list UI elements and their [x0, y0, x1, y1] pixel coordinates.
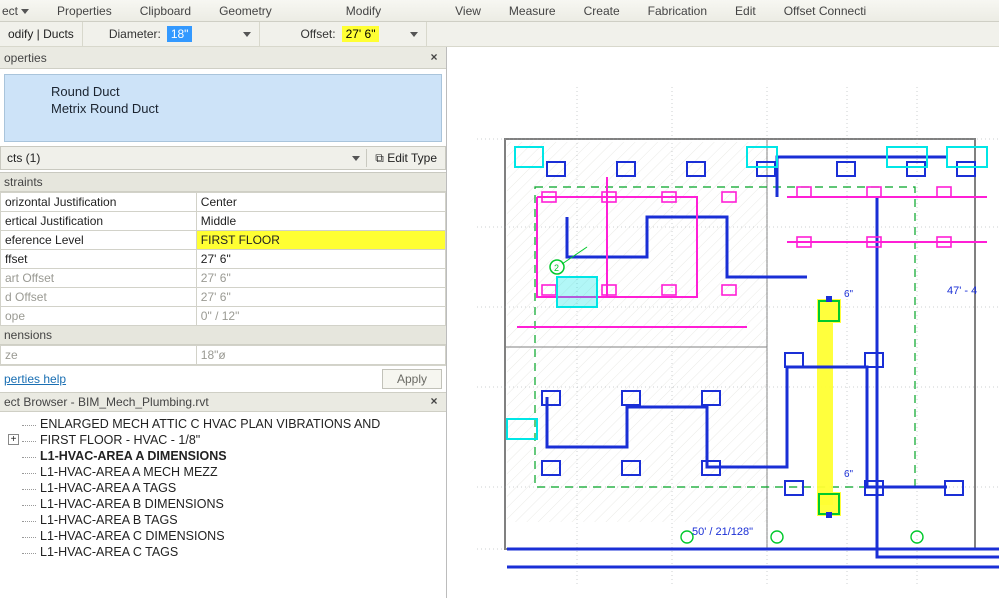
diameter-value[interactable]: 18"	[167, 26, 193, 42]
tree-item[interactable]: L1-HVAC-AREA A DIMENSIONS	[40, 448, 446, 464]
prop-row-size[interactable]: ze 18"ø	[1, 346, 446, 365]
drawing-svg: 2 47' - 4 50' / 21/128" 6" 6"	[447, 47, 999, 598]
chevron-down-icon[interactable]	[410, 32, 418, 37]
ribbon-panel-view[interactable]: View	[441, 4, 495, 18]
properties-help-link[interactable]: perties help	[4, 372, 66, 386]
prop-row[interactable]: ertical JustificationMiddle	[1, 212, 446, 231]
close-icon[interactable]: ×	[426, 50, 442, 66]
svg-text:2: 2	[554, 263, 559, 273]
offset-value[interactable]: 27' 6"	[342, 26, 380, 42]
options-bar: odify | Ducts Diameter: 18" Offset: 27' …	[0, 22, 999, 47]
group-dimensions[interactable]: nensions	[0, 326, 446, 345]
ribbon-tab-select[interactable]: ect	[2, 4, 43, 18]
tree-item[interactable]: L1-HVAC-AREA B DIMENSIONS	[40, 496, 446, 512]
tree-item[interactable]: L1-HVAC-AREA A TAGS	[40, 480, 446, 496]
prop-row[interactable]: orizontal JustificationCenter	[1, 193, 446, 212]
ribbon-panel-create[interactable]: Create	[570, 4, 634, 18]
chevron-down-icon	[21, 9, 29, 14]
offset-label: Offset:	[300, 27, 335, 41]
instance-filter-dropdown[interactable]: cts (1)	[1, 149, 367, 167]
chevron-down-icon[interactable]	[243, 32, 251, 37]
drawing-canvas[interactable]: 2 47' - 4 50' / 21/128" 6" 6"	[447, 47, 999, 598]
browser-title-text: ect Browser - BIM_Mech_Plumbing.rvt	[4, 395, 209, 409]
prop-row[interactable]: eference LevelFIRST FLOOR	[1, 231, 446, 250]
properties-table: orizontal JustificationCenterertical Jus…	[0, 192, 446, 326]
tree-item[interactable]: L1-HVAC-AREA A MECH MEZZ	[40, 464, 446, 480]
close-icon[interactable]: ×	[426, 394, 442, 410]
tree-item[interactable]: L1-HVAC-AREA B TAGS	[40, 512, 446, 528]
properties-panel-title: operties ×	[0, 47, 446, 69]
ribbon-panel-edit[interactable]: Edit	[721, 4, 770, 18]
ribbon-tabs: ect Properties Clipboard Geometry Modify…	[0, 0, 999, 22]
group-constraints[interactable]: straints	[0, 173, 446, 192]
diameter-label: Diameter:	[109, 27, 161, 41]
svg-text:47' - 4: 47' - 4	[947, 285, 977, 297]
svg-text:6": 6"	[844, 469, 854, 480]
context-label: odify | Ducts	[0, 22, 83, 46]
ribbon-panel-properties[interactable]: Properties	[43, 4, 126, 18]
prop-row[interactable]: ffset27' 6"	[1, 250, 446, 269]
project-browser-tree[interactable]: ENLARGED MECH ATTIC C HVAC PLAN VIBRATIO…	[0, 412, 446, 598]
ribbon-panel-offset-conn[interactable]: Offset Connecti	[770, 4, 881, 18]
svg-text:6": 6"	[844, 289, 854, 300]
tree-item[interactable]: L1-HVAC-AREA C TAGS	[40, 544, 446, 560]
properties-title-text: operties	[4, 51, 47, 65]
ribbon-panel-fabrication[interactable]: Fabrication	[634, 4, 721, 18]
type-name: Metrix Round Duct	[51, 100, 433, 117]
left-panels: operties × Round Duct Metrix Round Duct …	[0, 47, 447, 598]
svg-text:50' / 21/128": 50' / 21/128"	[692, 526, 753, 538]
ribbon-panel-clipboard[interactable]: Clipboard	[126, 4, 205, 18]
family-name: Round Duct	[51, 83, 433, 100]
ribbon-panel-geometry[interactable]: Geometry	[205, 4, 286, 18]
tree-item[interactable]: FIRST FLOOR - HVAC - 1/8"+	[40, 432, 446, 448]
type-selector-preview[interactable]: Round Duct Metrix Round Duct	[4, 74, 442, 142]
ribbon-panel-measure[interactable]: Measure	[495, 4, 570, 18]
tree-item[interactable]: ENLARGED MECH ATTIC C HVAC PLAN VIBRATIO…	[40, 416, 446, 432]
ribbon-panel-modify[interactable]: Modify	[286, 4, 441, 18]
prop-row[interactable]: art Offset27' 6"	[1, 269, 446, 288]
project-browser-title: ect Browser - BIM_Mech_Plumbing.rvt ×	[0, 392, 446, 412]
expand-icon[interactable]: +	[8, 434, 19, 445]
prop-row[interactable]: d Offset27' 6"	[1, 288, 446, 307]
tree-item[interactable]: L1-HVAC-AREA C DIMENSIONS	[40, 528, 446, 544]
chevron-down-icon	[352, 156, 360, 161]
edit-type-button[interactable]: ⧉ Edit Type	[367, 149, 445, 168]
prop-row[interactable]: ope0" / 12"	[1, 307, 446, 326]
apply-button[interactable]: Apply	[382, 369, 442, 389]
